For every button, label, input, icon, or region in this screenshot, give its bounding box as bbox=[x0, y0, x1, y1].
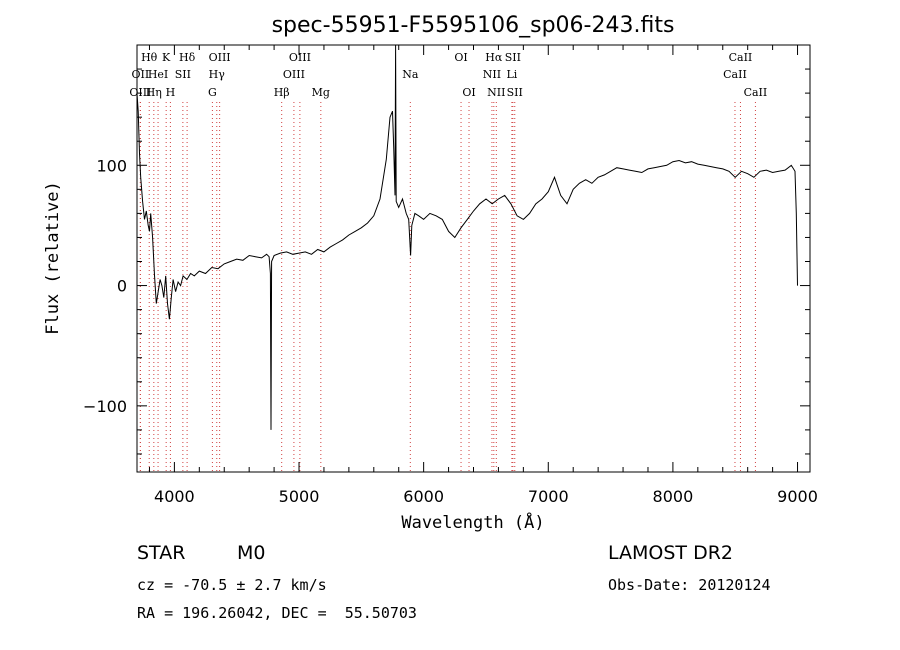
marker-label: OIII bbox=[283, 68, 305, 81]
y-tick-label: 0 bbox=[117, 277, 127, 296]
marker-label: G bbox=[208, 86, 217, 99]
marker-label: OIII bbox=[209, 51, 231, 64]
marker-label: CaII bbox=[729, 51, 753, 64]
marker-label: Hθ bbox=[141, 51, 158, 64]
y-axis-ticks: −100 0 100 bbox=[83, 44, 810, 455]
marker-label: K bbox=[162, 51, 171, 64]
x-tick-label: 9000 bbox=[777, 487, 818, 506]
marker-label: CaII bbox=[723, 68, 747, 81]
marker-label: OIII bbox=[289, 51, 311, 64]
x-tick-label: 6000 bbox=[403, 487, 444, 506]
x-tick-label: 7000 bbox=[528, 487, 569, 506]
marker-label: Hβ bbox=[274, 86, 290, 99]
plot-frame bbox=[136, 44, 811, 473]
object-class: STAR bbox=[137, 542, 186, 564]
marker-label: SII bbox=[505, 51, 521, 64]
line-markers: OII OIII Hθ Hη HeI K H SII Hδ G Hγ OIII Hβ OIII OIII Mg… bbox=[129, 51, 767, 472]
y-tick-label: −100 bbox=[83, 397, 127, 416]
chart-title: spec-55951-F5595106_sp06-243.fits bbox=[272, 13, 675, 38]
x-tick-label: 4000 bbox=[154, 487, 195, 506]
y-axis-label: Flux (relative) bbox=[43, 181, 63, 335]
x-tick-label: 5000 bbox=[279, 487, 320, 506]
marker-label: OI bbox=[454, 51, 467, 64]
marker-label: Mg bbox=[312, 86, 330, 99]
marker-label: NII bbox=[487, 86, 505, 99]
spectrum-line bbox=[136, 44, 798, 430]
observation-date: Obs-Date: 20120124 bbox=[608, 576, 771, 594]
y-tick-label: 100 bbox=[96, 156, 127, 175]
marker-label: SII bbox=[507, 86, 523, 99]
marker-label: Li bbox=[506, 68, 517, 81]
x-axis-ticks: 4000 5000 6000 7000 8000 9000 bbox=[148, 45, 818, 506]
x-tick-label: 8000 bbox=[653, 487, 694, 506]
marker-label: Hγ bbox=[209, 68, 226, 81]
marker-label: Hη bbox=[146, 86, 162, 99]
marker-label: OII bbox=[132, 68, 150, 81]
marker-label: HeI bbox=[148, 68, 168, 81]
redshift-value: cz = -70.5 ± 2.7 km/s bbox=[137, 576, 327, 594]
survey-name: LAMOST DR2 bbox=[608, 542, 733, 564]
marker-label: H bbox=[166, 86, 176, 99]
marker-label: NII bbox=[483, 68, 501, 81]
marker-label: OIII bbox=[129, 86, 151, 99]
object-subclass: M0 bbox=[237, 542, 266, 564]
marker-label: Hδ bbox=[179, 51, 196, 64]
marker-label: Hα bbox=[485, 51, 503, 64]
marker-label: Na bbox=[402, 68, 419, 81]
marker-label: SII bbox=[175, 68, 191, 81]
x-axis-label: Wavelength (Å) bbox=[401, 511, 544, 533]
coordinates: RA = 196.26042, DEC = 55.50703 bbox=[137, 604, 417, 622]
marker-label: OI bbox=[462, 86, 475, 99]
marker-label: CaII bbox=[744, 86, 768, 99]
